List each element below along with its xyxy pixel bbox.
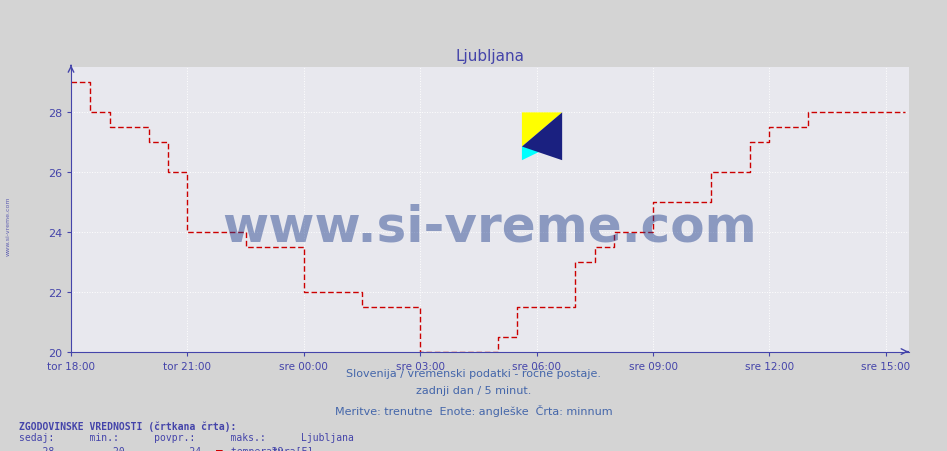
- Text: Slovenija / vremenski podatki - ročne postaje.: Slovenija / vremenski podatki - ročne po…: [346, 368, 601, 378]
- Polygon shape: [522, 147, 550, 161]
- Text: 28          20           24            29: 28 20 24 29: [19, 446, 283, 451]
- Polygon shape: [522, 113, 563, 161]
- Text: sedaj:      min.:      povpr.:      maks.:      Ljubljana: sedaj: min.: povpr.: maks.: Ljubljana: [19, 432, 354, 442]
- Polygon shape: [522, 113, 563, 147]
- Text: www.si-vreme.com: www.si-vreme.com: [6, 196, 11, 255]
- Text: ■: ■: [216, 446, 223, 451]
- Text: zadnji dan / 5 minut.: zadnji dan / 5 minut.: [416, 386, 531, 396]
- Text: Meritve: trenutne  Enote: angleške  Črta: minnum: Meritve: trenutne Enote: angleške Črta: …: [334, 404, 613, 416]
- Text: ZGODOVINSKE VREDNOSTI (črtkana črta):: ZGODOVINSKE VREDNOSTI (črtkana črta):: [19, 420, 237, 431]
- Text: temperatura[F]: temperatura[F]: [225, 446, 313, 451]
- Title: Ljubljana: Ljubljana: [456, 49, 525, 64]
- Text: www.si-vreme.com: www.si-vreme.com: [223, 203, 758, 251]
